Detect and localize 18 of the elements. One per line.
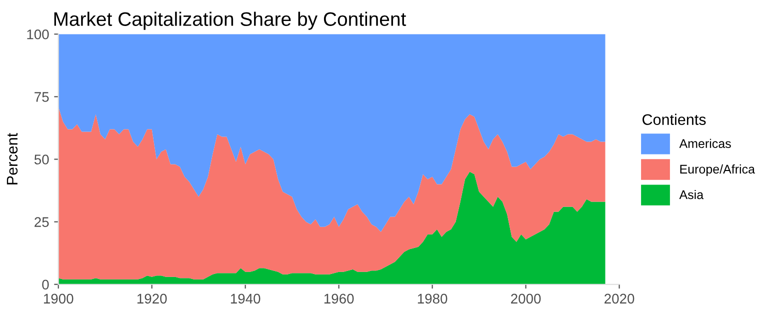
legend-label: Americas — [679, 138, 731, 148]
x-tick-label: 1940 — [230, 294, 260, 304]
chart-title: Market Capitalization Share by Continent — [54, 12, 406, 30]
y-axis-title: Percent — [6, 133, 18, 184]
legend-label: Asia — [679, 190, 704, 200]
x-tick-label: 1920 — [137, 294, 167, 304]
x-tick-label: 1900 — [44, 294, 74, 304]
y-tick-label: 100 — [27, 29, 49, 40]
y-tick-label: 0 — [42, 280, 49, 290]
y-tick-label: 25 — [34, 217, 49, 227]
y-tick-label: 50 — [34, 154, 49, 164]
legend-title: Contients — [642, 114, 706, 126]
x-tick-label: 1980 — [418, 294, 448, 304]
legend-label: Europe/Africa — [680, 164, 755, 176]
x-tick-label: 2020 — [604, 294, 634, 304]
x-tick-label: 2000 — [511, 294, 541, 304]
y-tick-label: 75 — [34, 92, 49, 102]
x-tick-label: 1960 — [324, 294, 354, 304]
